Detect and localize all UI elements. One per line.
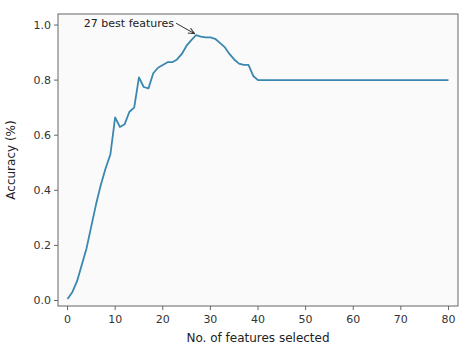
x-tick bbox=[305, 306, 306, 310]
y-tick bbox=[54, 190, 58, 191]
y-tick bbox=[54, 300, 58, 301]
x-tick-label: 80 bbox=[441, 313, 455, 326]
x-tick bbox=[400, 306, 401, 310]
x-tick-label: 10 bbox=[108, 313, 122, 326]
x-tick bbox=[115, 306, 116, 310]
y-tick-label: 0.8 bbox=[34, 74, 52, 87]
y-axis-label: Accuracy (%) bbox=[4, 120, 18, 199]
x-tick bbox=[448, 306, 449, 310]
annotations: 27 best features bbox=[84, 17, 195, 33]
x-tick bbox=[353, 306, 354, 310]
chart: 0 10 20 30 40 50 60 70 80 0.0 0.2 0.4 0.6 0.8 1.0 No. o… bbox=[0, 0, 474, 352]
annotation-arrow bbox=[176, 23, 195, 33]
x-tick-label: 60 bbox=[346, 313, 360, 326]
data-line bbox=[68, 35, 449, 299]
y-tick-label: 0.4 bbox=[34, 184, 52, 197]
y-tick bbox=[54, 25, 58, 26]
axes: 0 10 20 30 40 50 60 70 80 0.0 0.2 0.4 0.6 0.8 1.0 bbox=[34, 19, 456, 326]
y-tick bbox=[54, 245, 58, 246]
x-tick bbox=[210, 306, 211, 310]
plot-frame bbox=[58, 14, 458, 306]
y-tick-label: 0.2 bbox=[34, 239, 52, 252]
y-tick-label: 0.6 bbox=[34, 129, 52, 142]
annotation-text: 27 best features bbox=[84, 17, 174, 30]
y-tick-label: 0.0 bbox=[34, 294, 52, 307]
x-tick-label: 50 bbox=[299, 313, 313, 326]
y-tick bbox=[54, 80, 58, 81]
y-tick-label: 1.0 bbox=[34, 19, 52, 32]
x-tick bbox=[258, 306, 259, 310]
plot-background bbox=[58, 14, 458, 306]
x-tick-label: 30 bbox=[203, 313, 217, 326]
x-tick-label: 0 bbox=[64, 313, 71, 326]
plot-area bbox=[68, 35, 449, 299]
x-tick-label: 40 bbox=[251, 313, 265, 326]
y-tick bbox=[54, 135, 58, 136]
x-axis-label: No. of features selected bbox=[186, 331, 329, 345]
x-tick bbox=[67, 306, 68, 310]
x-tick-label: 20 bbox=[156, 313, 170, 326]
x-tick bbox=[162, 306, 163, 310]
x-tick-label: 70 bbox=[394, 313, 408, 326]
